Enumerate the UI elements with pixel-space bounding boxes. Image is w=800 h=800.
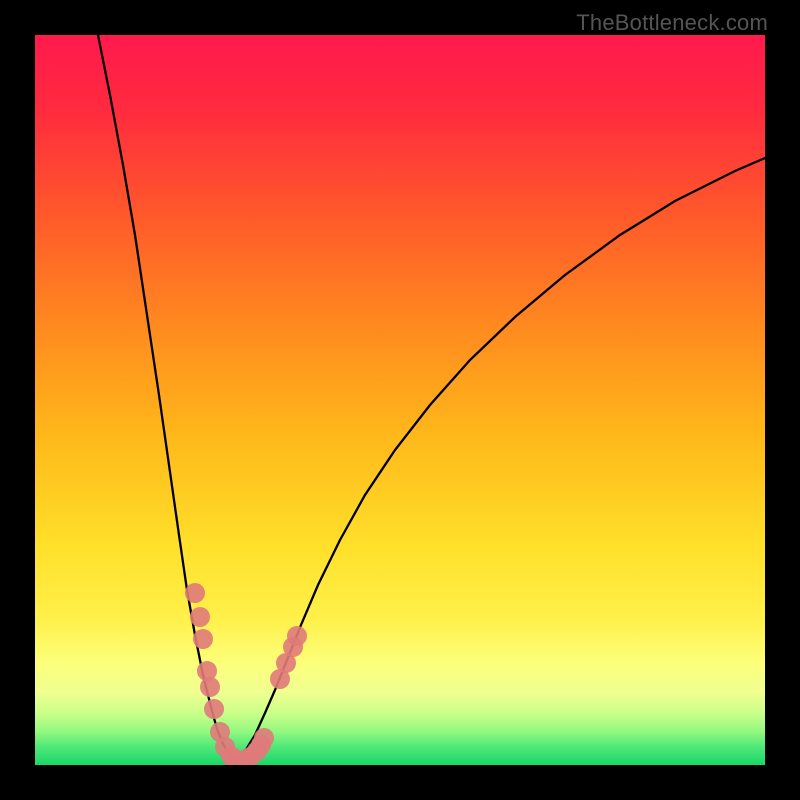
marker-dot	[190, 607, 210, 627]
marker-dot	[185, 583, 205, 603]
marker-dot	[204, 699, 224, 719]
gradient-background	[35, 35, 765, 765]
plot-svg	[35, 35, 765, 765]
marker-dot	[254, 728, 274, 748]
marker-dot	[193, 629, 213, 649]
marker-dot	[287, 626, 307, 646]
plot-area	[35, 35, 765, 765]
watermark-text: TheBottleneck.com	[576, 10, 768, 36]
marker-dot	[200, 677, 220, 697]
